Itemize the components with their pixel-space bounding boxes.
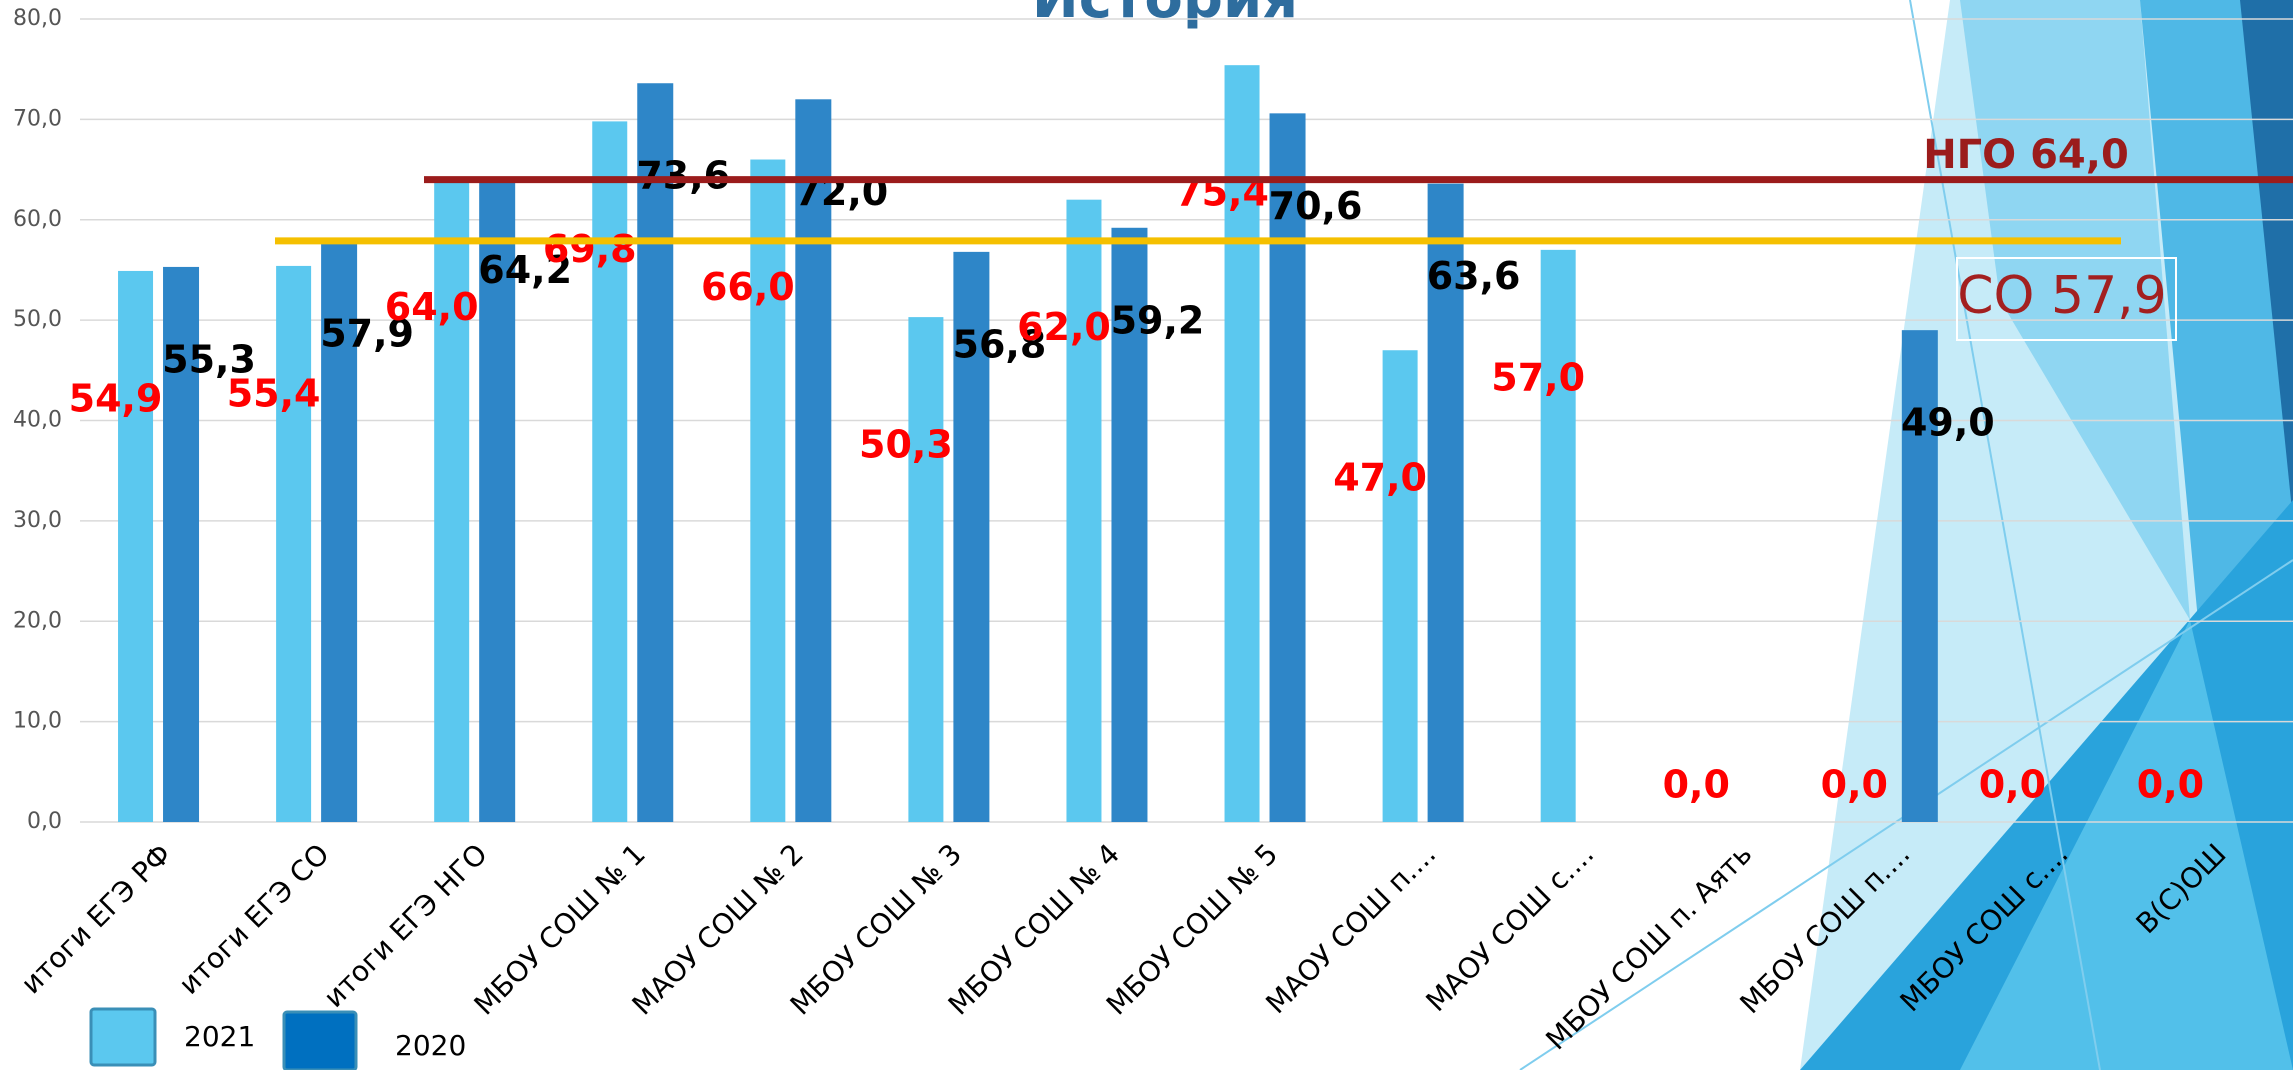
bar (953, 251, 990, 822)
y-tick-label: 80,0 (13, 6, 62, 31)
data-label: 50,3 (859, 423, 953, 467)
x-tick-label: МАОУ СОШ № 2 (626, 837, 810, 1021)
data-label: 69,8 (543, 227, 637, 271)
data-label: 73,6 (636, 154, 730, 198)
data-label: 0,0 (1979, 762, 2046, 806)
y-tick-label: 70,0 (13, 106, 62, 131)
bar (908, 317, 944, 822)
data-label: 0,0 (1821, 762, 1888, 806)
bar (1224, 65, 1260, 823)
data-label: 66,0 (701, 265, 795, 309)
bar (1111, 227, 1148, 822)
bar (1427, 183, 1464, 823)
x-tick-label: МБОУ СОШ № 1 (468, 837, 652, 1021)
reference-label: СО 57,9 (1957, 266, 2167, 326)
data-label: 63,6 (1427, 254, 1521, 298)
y-tick-label: 10,0 (13, 709, 62, 734)
x-tick-label: МАОУ СОШ п.... (1259, 837, 1442, 1020)
y-tick-label: 20,0 (13, 608, 62, 633)
bar (276, 265, 312, 822)
legend-label: 2020 (395, 1029, 466, 1062)
bg-shape (1960, 620, 2293, 1070)
data-label: 55,3 (162, 337, 256, 381)
bar (1269, 113, 1306, 823)
x-tick-label: МБОУ СОШ № 5 (1100, 837, 1284, 1021)
data-label: 56,8 (953, 322, 1047, 366)
bar (1066, 199, 1102, 823)
legend-label: 2021 (184, 1020, 255, 1053)
y-tick-label: 30,0 (13, 508, 62, 533)
data-label: 54,9 (69, 376, 163, 420)
bar (1540, 249, 1576, 823)
data-label: 49,0 (1901, 401, 1995, 445)
bg-shape (1960, 0, 2190, 620)
data-label: 47,0 (1333, 456, 1427, 500)
bg-shape (2240, 0, 2293, 520)
data-label: 0,0 (2137, 762, 2204, 806)
data-label: 0,0 (1663, 762, 1730, 806)
y-tick-label: 50,0 (13, 307, 62, 332)
bar (118, 270, 154, 822)
data-label: 57,0 (1491, 355, 1585, 399)
y-tick-label: 40,0 (13, 408, 62, 433)
x-tick-label: МБОУ СОШ № 3 (784, 837, 968, 1021)
x-tick-label: итоги ЕГЭ СО (172, 837, 336, 1001)
bar (795, 99, 832, 823)
bar (1382, 350, 1418, 822)
bar (479, 177, 516, 822)
bar (750, 159, 786, 822)
data-label: 64,2 (478, 248, 572, 292)
y-tick-label: 0,0 (27, 809, 62, 834)
reference-label: НГО 64,0 (1923, 132, 2129, 178)
legend-swatch (89, 1007, 157, 1067)
y-tick-label: 60,0 (13, 207, 62, 232)
data-label: 64,0 (385, 285, 479, 329)
bar (163, 266, 200, 822)
data-label: 57,9 (320, 311, 414, 355)
data-label: 59,2 (1111, 298, 1205, 342)
legend-swatch (282, 1010, 358, 1070)
x-tick-label: МАОУ СОШ с.... (1419, 837, 1600, 1018)
data-label: 62,0 (1017, 305, 1111, 349)
bar (321, 240, 358, 823)
x-tick-label: итоги ЕГЭ НГО (317, 837, 494, 1014)
x-tick-label: МБОУ СОШ № 4 (942, 837, 1126, 1021)
data-label: 70,6 (1269, 184, 1363, 228)
data-label: 55,4 (227, 371, 321, 415)
chart-title: История (1032, 0, 1298, 31)
reference-label-box (1956, 257, 2177, 341)
x-tick-label: итоги ЕГЭ РФ (15, 837, 178, 1000)
bar (434, 179, 470, 823)
bar (637, 83, 674, 823)
bar (1901, 330, 1938, 822)
